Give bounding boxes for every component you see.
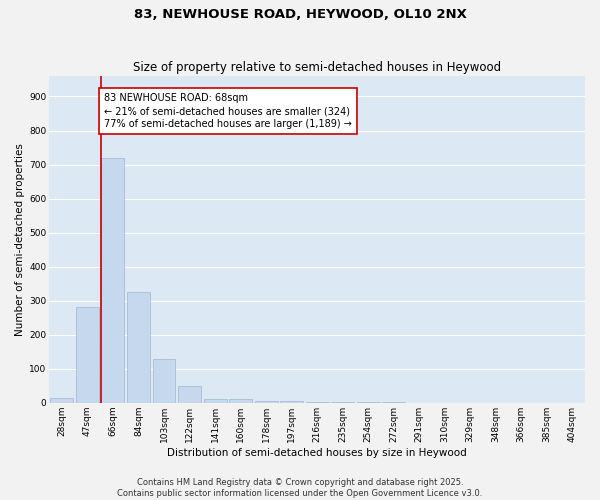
Text: Contains HM Land Registry data © Crown copyright and database right 2025.
Contai: Contains HM Land Registry data © Crown c… <box>118 478 482 498</box>
Bar <box>76 308 99 403</box>
Bar <box>178 386 201 403</box>
Title: Size of property relative to semi-detached houses in Heywood: Size of property relative to semi-detach… <box>133 60 501 74</box>
Y-axis label: Number of semi-detached properties: Number of semi-detached properties <box>15 143 25 336</box>
Bar <box>331 402 354 403</box>
Bar <box>203 400 227 403</box>
Bar <box>127 292 150 403</box>
Bar <box>101 158 124 403</box>
Bar <box>152 358 175 403</box>
Text: 83, NEWHOUSE ROAD, HEYWOOD, OL10 2NX: 83, NEWHOUSE ROAD, HEYWOOD, OL10 2NX <box>134 8 466 20</box>
Bar <box>254 401 278 403</box>
Bar <box>229 400 252 403</box>
Bar <box>280 401 303 403</box>
Bar <box>50 398 73 403</box>
X-axis label: Distribution of semi-detached houses by size in Heywood: Distribution of semi-detached houses by … <box>167 448 467 458</box>
Text: 83 NEWHOUSE ROAD: 68sqm
← 21% of semi-detached houses are smaller (324)
77% of s: 83 NEWHOUSE ROAD: 68sqm ← 21% of semi-de… <box>104 93 352 130</box>
Bar <box>305 402 329 403</box>
